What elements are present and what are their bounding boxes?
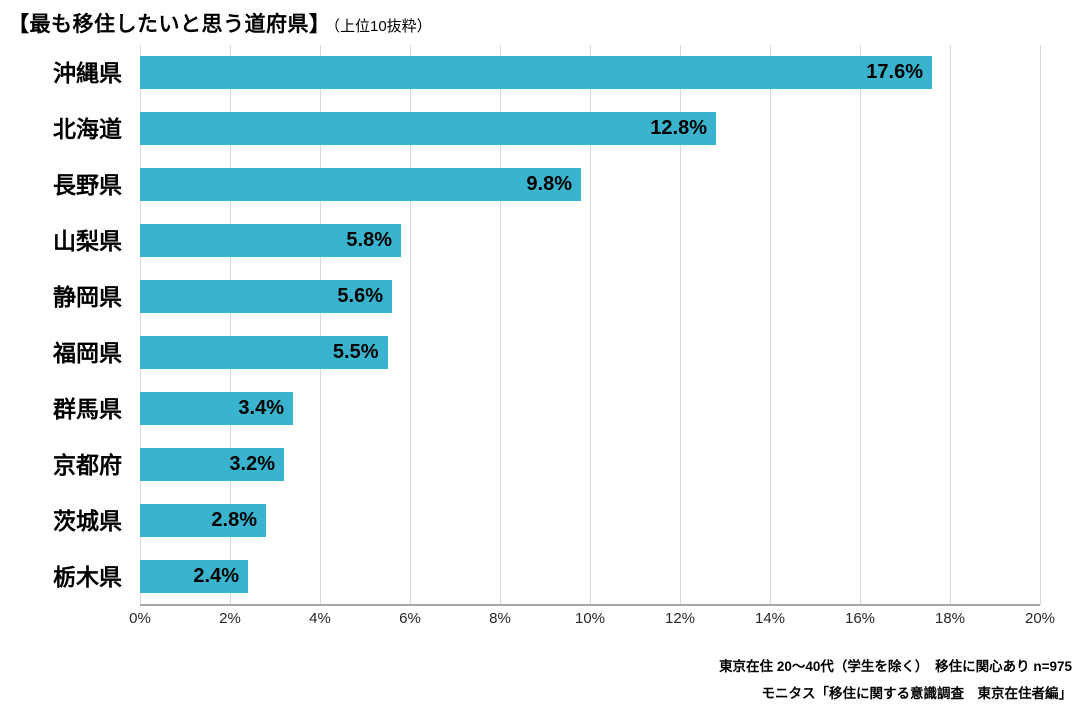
x-tick-label: 12%: [664, 610, 696, 627]
bar: 5.5%: [140, 336, 388, 369]
category-label: 京都府: [53, 452, 122, 478]
x-tick-label: 6%: [399, 610, 421, 627]
category-label: 福岡県: [53, 340, 122, 366]
bar-value-label: 9.8%: [526, 173, 572, 195]
bar: 17.6%: [140, 56, 932, 89]
x-axis-ticks: 0% 2% 4% 6% 8% 10% 12% 14% 16% 18% 20%: [129, 610, 1055, 634]
chart-title-main: 【最も移住したいと思う道府県】: [8, 13, 331, 36]
bar: 9.8%: [140, 168, 581, 201]
gridline: [140, 45, 141, 605]
gridline: [410, 45, 411, 605]
gridline: [1040, 45, 1041, 605]
x-tick-label: 20%: [1024, 610, 1056, 627]
bar-value-label: 5.8%: [346, 229, 392, 251]
gridline: [230, 45, 231, 605]
source-note: 東京在住 20～40代（学生を除く） 移住に関心あり n=975 モニタス「移住…: [719, 653, 1072, 706]
gridline: [500, 45, 501, 605]
x-tick-label: 10%: [574, 610, 606, 627]
gridline: [950, 45, 951, 605]
category-label: 山梨県: [53, 228, 122, 254]
bar: 2.8%: [140, 504, 266, 537]
source-line-1: 東京在住 20～40代（学生を除く） 移住に関心あり n=975: [719, 659, 1072, 674]
gridline: [860, 45, 861, 605]
gridline: [680, 45, 681, 605]
category-label: 北海道: [53, 116, 122, 142]
bar: 5.6%: [140, 280, 392, 313]
bar-value-label: 5.5%: [332, 341, 379, 363]
category-label: 沖縄県: [53, 60, 122, 86]
bar-value-label: 2.8%: [211, 509, 257, 531]
bar-value-label: 12.8%: [650, 117, 707, 139]
category-labels: 沖縄県北海道長野県山梨県静岡県福岡県群馬県京都府茨城県栃木県: [0, 45, 130, 605]
x-tick-label: 14%: [754, 610, 786, 627]
category-label: 長野県: [53, 172, 122, 198]
source-line-2: モニタス「移住に関する意識調査 東京在住者編」: [761, 686, 1073, 701]
chart-title: 【最も移住したいと思う道府県】 （上位10抜粋）: [8, 8, 432, 38]
x-tick-label: 2%: [219, 610, 241, 627]
gridline: [770, 45, 771, 605]
x-tick-label: 0%: [129, 610, 151, 627]
bar-value-label: 17.6%: [866, 61, 923, 83]
bar: 2.4%: [140, 560, 248, 593]
gridline: [320, 45, 321, 605]
bar: 3.2%: [140, 448, 284, 481]
x-tick-label: 18%: [934, 610, 966, 627]
plot-area: 17.6% 12.8% 9.8% 5.8% 5.6% 5.5% 3.4% 3.2% 2.8% 2.…: [140, 45, 1041, 606]
x-tick-label: 16%: [844, 610, 876, 627]
bar-value-label: 3.4%: [238, 397, 284, 419]
category-label: 群馬県: [53, 396, 122, 422]
x-tick-label: 8%: [489, 610, 511, 627]
bar-value-label: 2.4%: [193, 565, 239, 587]
x-axis-line: [140, 604, 1040, 606]
bar: 5.8%: [140, 224, 401, 257]
category-label: 静岡県: [53, 284, 122, 310]
category-label: 栃木県: [53, 564, 122, 590]
x-tick-label: 4%: [309, 610, 331, 627]
bar-value-label: 3.2%: [229, 453, 275, 475]
chart-title-sub: （上位10抜粋）: [332, 18, 432, 35]
bar: 3.4%: [140, 392, 293, 425]
bar: 12.8%: [140, 112, 716, 145]
bar-value-label: 5.6%: [337, 285, 383, 307]
gridline: [590, 45, 591, 605]
category-label: 茨城県: [53, 508, 122, 534]
